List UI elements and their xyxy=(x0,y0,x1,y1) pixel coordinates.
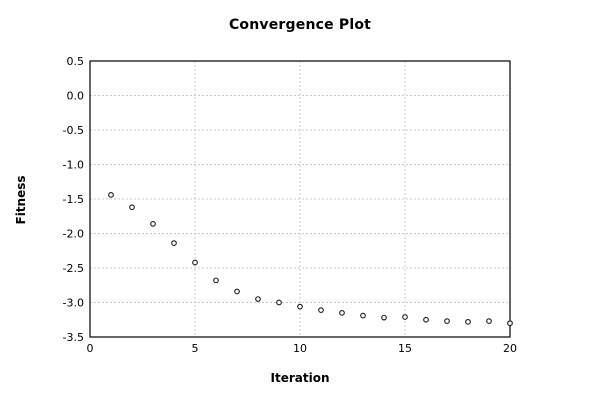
y-tick-label: -0.5 xyxy=(63,124,84,137)
data-point xyxy=(486,318,492,324)
data-point xyxy=(297,303,303,310)
data-point xyxy=(423,316,429,323)
y-tick-label: -3.5 xyxy=(63,331,84,344)
x-tick-label: 0 xyxy=(87,342,94,355)
data-point xyxy=(213,277,219,284)
y-tick-label: -2.0 xyxy=(63,228,84,241)
data-point xyxy=(276,299,282,306)
x-axis-label: Iteration xyxy=(270,371,330,385)
data-point xyxy=(171,240,177,247)
x-tick-label: 20 xyxy=(503,342,517,355)
data-point xyxy=(444,318,450,324)
plot-frame xyxy=(89,60,511,338)
chart-title: Convergence Plot xyxy=(228,17,372,33)
y-tick-label: -1.0 xyxy=(63,159,84,172)
y-tick-label: -2.5 xyxy=(63,262,84,275)
data-point xyxy=(255,296,261,302)
y-tick-label: -3.0 xyxy=(63,297,84,310)
data-point xyxy=(234,288,240,295)
data-point xyxy=(339,310,345,316)
data-point xyxy=(360,312,366,319)
y-tick-label: 0.5 xyxy=(67,55,85,68)
data-point xyxy=(150,220,156,227)
data-point xyxy=(507,320,513,327)
x-tick-label: 5 xyxy=(192,342,199,355)
data-point xyxy=(129,204,135,211)
data-point xyxy=(465,318,471,325)
x-tick-label: 10 xyxy=(293,342,307,355)
x-tick-label: 15 xyxy=(398,342,412,355)
data-point xyxy=(318,307,324,313)
y-tick-label: 0.0 xyxy=(67,90,85,103)
data-point xyxy=(381,314,387,321)
y-tick-label: -1.5 xyxy=(63,193,84,206)
data-point xyxy=(192,259,198,266)
data-point xyxy=(402,314,408,320)
data-point xyxy=(108,192,114,198)
